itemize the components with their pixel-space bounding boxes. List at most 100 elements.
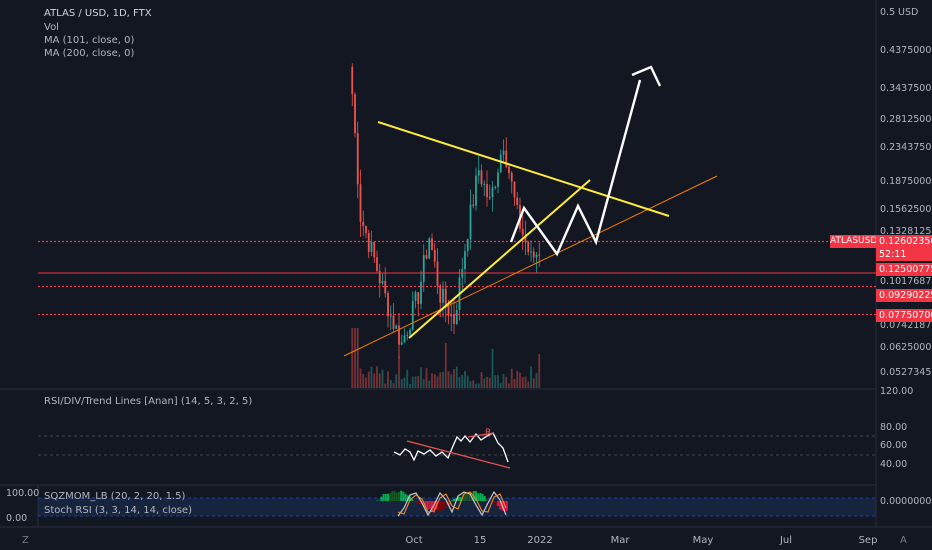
candle-body (395, 325, 398, 329)
candle-body (486, 184, 488, 198)
projection-path[interactable] (509, 79, 642, 257)
sqz-bar (393, 490, 396, 501)
candle-body (505, 150, 508, 167)
candle-body (477, 170, 480, 176)
current-price-tag[interactable]: 0.12602350 (876, 235, 932, 248)
candle-body (414, 292, 417, 301)
legend-sqzmom[interactable]: SQZMOM_LB (20, 2, 20, 1.5) (44, 491, 186, 502)
volume-bar (505, 376, 508, 388)
ascending-trendline[interactable] (408, 179, 591, 339)
volume-bar (373, 373, 376, 388)
volume-bar (362, 374, 365, 388)
candle-body (422, 255, 425, 282)
chart-title[interactable]: ATLAS / USD, 1D, FTX (44, 8, 152, 19)
sqz-bar (453, 498, 455, 501)
volume-bar (370, 366, 373, 388)
legend-stoch-rsi[interactable]: Stoch RSI (3, 3, 14, 14, close) (44, 505, 192, 516)
sqz-bar (442, 501, 444, 510)
sqz-bar (395, 492, 398, 501)
level-tag[interactable]: 0.07750700 (876, 309, 932, 322)
candle-body (417, 292, 420, 304)
volume-bar (508, 383, 510, 388)
sqz-bar (384, 493, 387, 501)
sqz-bar (494, 501, 497, 507)
symbol-tag[interactable]: ATLASUSD (830, 235, 878, 248)
rsi-axis-label: 40.00 (880, 459, 908, 470)
sqz-bar (492, 501, 495, 504)
legend-ma101[interactable]: MA (101, close, 0) (44, 35, 135, 46)
candle-body (442, 288, 444, 303)
candle-body (444, 288, 447, 307)
volume-bar (458, 376, 461, 388)
volume-bar (409, 383, 411, 388)
candle-body (527, 242, 530, 253)
candle-body (428, 238, 431, 259)
price-label: 0.13281250 (880, 226, 932, 237)
rsi-divergence-marker: R (485, 428, 492, 438)
sqz-bar (483, 496, 486, 501)
time-label: Jul (779, 535, 793, 546)
volume-bar (392, 383, 395, 388)
candle-body (431, 238, 433, 250)
sqz-bar (475, 491, 477, 501)
legend-ma200[interactable]: MA (200, close, 0) (44, 48, 135, 59)
volume-bar (538, 354, 541, 388)
sqz-bar (457, 496, 460, 501)
sqz-bar (413, 501, 416, 503)
volume-bar (359, 368, 362, 388)
volume-bar (414, 376, 417, 388)
volume-bar (486, 376, 488, 388)
sqz-bar (448, 501, 451, 505)
sqz-axis-label: 0.00000000 (880, 496, 932, 507)
legend-rsi[interactable]: RSI/DIV/Trend Lines [Anan] (14, 5, 3, 2,… (44, 396, 253, 407)
volume-bars (351, 328, 541, 388)
sqz-bar (468, 492, 471, 501)
candle-body (488, 197, 491, 199)
candle-body (472, 204, 475, 206)
candle-body (521, 228, 524, 235)
sqz-bar (481, 493, 484, 501)
price-label: 0.06250000 (880, 342, 932, 353)
volume-bar (455, 366, 458, 388)
candle-body (538, 254, 541, 256)
descending-trendline[interactable] (377, 121, 670, 217)
volume-bar (376, 366, 378, 388)
candle-body (392, 315, 395, 329)
price-label: 0.05273450 (880, 367, 932, 378)
volume-bar (356, 328, 359, 388)
sqz-bar (422, 501, 425, 507)
level-tag[interactable]: 0.09290225 (876, 289, 932, 302)
volume-bar (389, 379, 392, 388)
volume-bar (453, 369, 455, 388)
candle-body (508, 166, 510, 174)
volume-bar (497, 374, 499, 388)
rsi-axis-label: 60.00 (880, 440, 908, 451)
volume-bar (439, 372, 442, 388)
sqz-bar (433, 501, 436, 513)
volume-bar (502, 374, 505, 388)
stoch-axis-label: 100.00 (6, 488, 40, 499)
sqz-bar (486, 499, 488, 501)
projection-arrowhead (631, 65, 662, 87)
price-label: 0.10176875 (880, 276, 932, 287)
candle-body (376, 257, 378, 271)
volume-bar (400, 378, 403, 388)
legend-vol[interactable]: Vol (44, 22, 59, 33)
candle-body (370, 241, 373, 252)
candle-body (510, 173, 513, 182)
candle-body (365, 225, 367, 234)
candle-body (439, 285, 442, 303)
currency-label[interactable]: USD (898, 7, 919, 18)
orange-trendline[interactable] (343, 175, 718, 357)
auto-scale-icon[interactable]: A (900, 535, 907, 546)
volume-bar (433, 374, 436, 388)
level-tag[interactable]: 0.12500775 (876, 263, 932, 276)
volume-bar (475, 383, 477, 388)
volume-bar (367, 371, 370, 388)
timezone-icon[interactable]: Z (22, 535, 29, 546)
candle-body (356, 133, 359, 185)
sqz-bar (411, 499, 414, 501)
candle-body (450, 313, 453, 317)
candle-body (381, 280, 384, 284)
